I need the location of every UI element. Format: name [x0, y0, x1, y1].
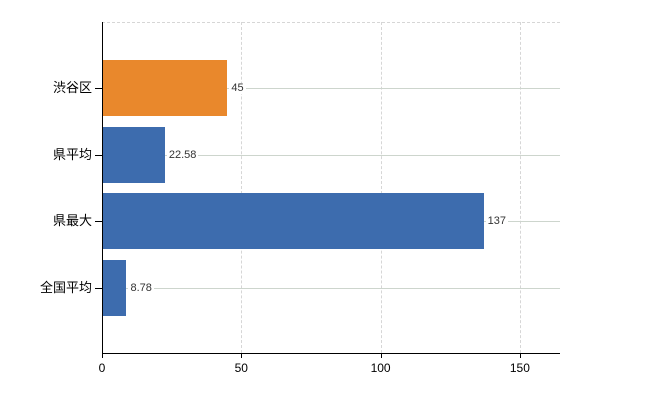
x-tick-label: 50	[234, 361, 248, 375]
x-axis-tick	[241, 353, 243, 358]
x-axis	[102, 353, 560, 354]
y-axis-tick	[95, 154, 102, 156]
value-label: 22.58	[166, 148, 199, 161]
category-gridline	[102, 88, 560, 89]
category-label: 全国平均	[39, 280, 92, 295]
category-label: 県平均	[52, 146, 92, 162]
y-axis	[102, 22, 103, 353]
x-tick-label: 100	[370, 361, 391, 375]
category-gridline	[102, 288, 560, 289]
bar	[102, 193, 484, 250]
y-axis-tick	[95, 88, 102, 89]
value-label: 137	[485, 215, 509, 228]
y-axis-tick	[95, 221, 102, 223]
category-label: 渋谷区	[52, 80, 92, 95]
category-label: 県最大	[52, 213, 92, 229]
x-axis-tick	[102, 353, 103, 358]
value-label: 45	[229, 82, 246, 94]
x-tick-label: 150	[509, 361, 530, 375]
x-gridline	[519, 22, 521, 353]
x-gridline	[380, 22, 382, 353]
category-gridline	[102, 154, 560, 156]
plot-top-gridline	[102, 22, 560, 23]
bar	[102, 60, 228, 116]
y-axis-tick	[95, 288, 102, 289]
value-label: 8.78	[128, 282, 154, 294]
bar	[102, 126, 165, 183]
bar	[102, 260, 127, 316]
x-gridline	[241, 22, 243, 353]
x-axis-tick	[380, 353, 382, 358]
x-tick-label: 0	[98, 361, 106, 375]
x-axis-tick	[519, 353, 521, 358]
